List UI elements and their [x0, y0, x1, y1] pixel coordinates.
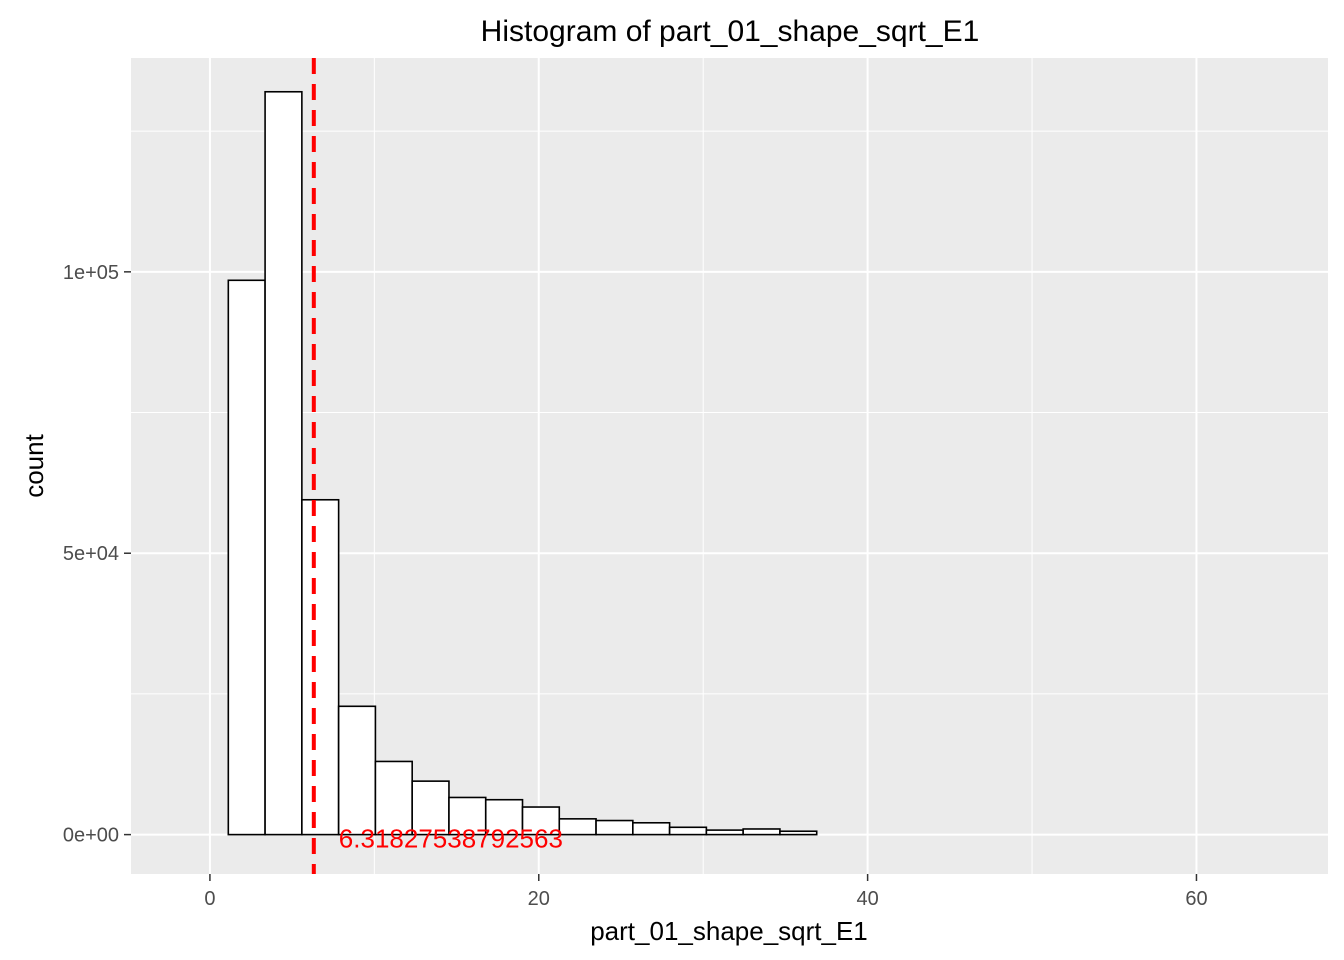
histogram-bar — [227, 279, 266, 836]
histogram-bar — [632, 821, 671, 836]
y-tick-label: 1e+05 — [63, 262, 119, 284]
histogram-bar — [558, 818, 597, 836]
x-axis-title: part_01_shape_sqrt_E1 — [590, 916, 868, 946]
x-tick-label: 20 — [528, 888, 550, 910]
y-axis-ticks: 0e+00 5e+04 1e+05 — [63, 262, 131, 847]
x-axis-ticks: 0 20 40 60 — [204, 874, 1208, 910]
histogram-bar — [301, 498, 340, 836]
histogram-bar — [448, 796, 487, 836]
mean-value-label: 6.31827538792563 — [339, 824, 563, 854]
y-tick-label: 5e+04 — [63, 543, 119, 565]
histogram-bar — [521, 806, 561, 836]
chart-title: Histogram of part_01_shape_sqrt_E1 — [481, 15, 980, 48]
histogram-bar — [779, 830, 818, 836]
y-tick-label: 0e+00 — [63, 825, 119, 847]
x-tick-label: 0 — [204, 888, 215, 910]
x-tick-label: 40 — [856, 888, 878, 910]
histogram-bar — [374, 760, 413, 836]
histogram-bar — [705, 829, 744, 836]
histogram-bar — [668, 826, 708, 836]
histogram-bar — [337, 705, 377, 836]
histogram-bar — [264, 90, 303, 836]
histogram-bar — [595, 819, 634, 836]
histogram-bars — [227, 90, 818, 836]
y-axis-title: count — [19, 433, 49, 497]
histogram-bar — [742, 828, 781, 836]
x-tick-label: 60 — [1185, 888, 1207, 910]
histogram-bar — [484, 798, 524, 836]
